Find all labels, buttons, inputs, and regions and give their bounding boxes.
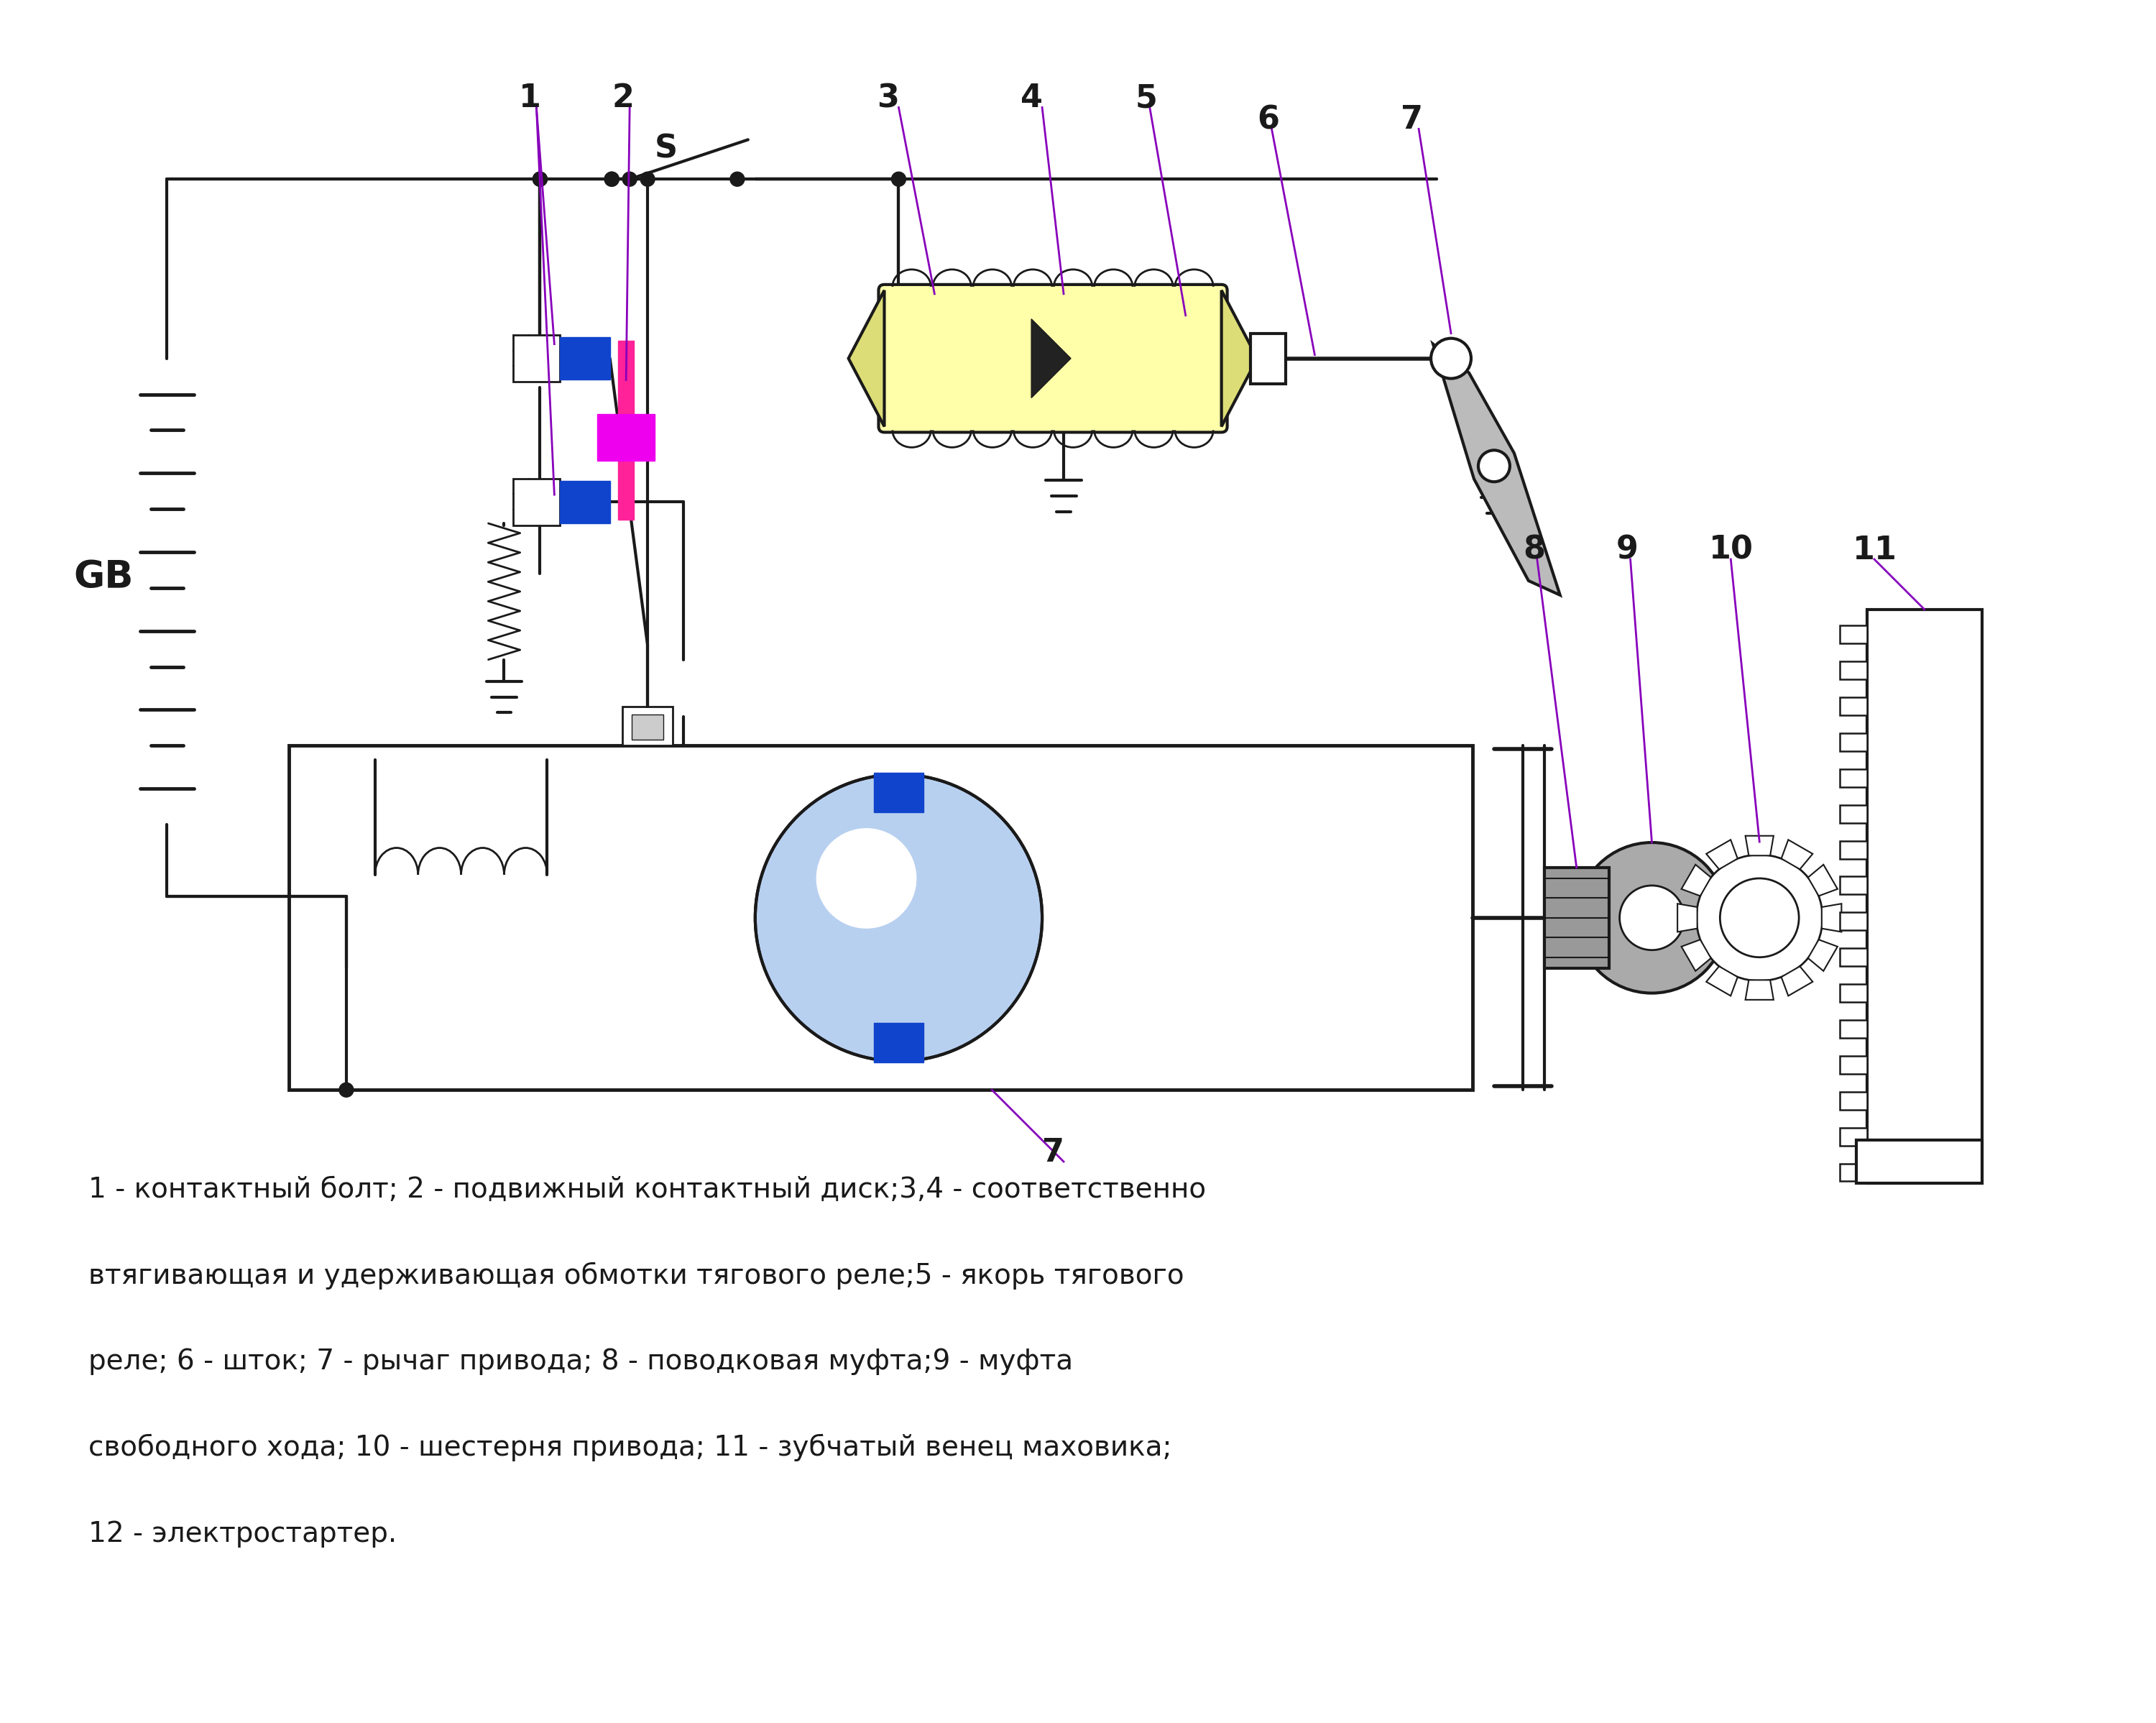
Polygon shape xyxy=(1705,967,1738,996)
Text: 7: 7 xyxy=(1401,105,1423,136)
Polygon shape xyxy=(1682,865,1712,896)
Bar xyxy=(873,774,923,812)
Polygon shape xyxy=(1434,345,1561,594)
Circle shape xyxy=(817,829,916,929)
Bar xyxy=(1839,948,1867,967)
Text: 1 - контактный болт; 2 - подвижный контактный диск;3,4 - соответственно: 1 - контактный болт; 2 - подвижный конта… xyxy=(88,1175,1205,1203)
Bar xyxy=(561,338,610,379)
Bar xyxy=(1839,625,1867,643)
Text: 5: 5 xyxy=(1136,83,1158,114)
Circle shape xyxy=(1432,338,1470,379)
Bar xyxy=(1839,1163,1867,1182)
Polygon shape xyxy=(1682,939,1712,972)
Text: 4: 4 xyxy=(1020,83,1044,114)
Bar xyxy=(632,715,664,739)
Text: 3: 3 xyxy=(877,83,899,114)
Circle shape xyxy=(604,172,619,186)
Bar xyxy=(1839,732,1867,751)
Bar xyxy=(561,481,610,524)
Circle shape xyxy=(731,172,744,186)
Polygon shape xyxy=(1705,839,1738,870)
Circle shape xyxy=(338,1082,354,1098)
Circle shape xyxy=(623,172,636,186)
Text: свободного хода; 10 - шестерня привода; 11 - зубчатый венец маховика;: свободного хода; 10 - шестерня привода; … xyxy=(88,1434,1171,1461)
Bar xyxy=(1839,913,1867,930)
Polygon shape xyxy=(1781,839,1813,870)
FancyBboxPatch shape xyxy=(880,284,1227,432)
Circle shape xyxy=(1576,843,1727,992)
Text: 12 - электростартер.: 12 - электростартер. xyxy=(88,1520,397,1547)
Bar xyxy=(1839,1020,1867,1037)
Polygon shape xyxy=(1809,865,1837,896)
Bar xyxy=(597,414,655,460)
Bar xyxy=(1839,662,1867,679)
Circle shape xyxy=(533,172,548,186)
Circle shape xyxy=(640,172,655,186)
Circle shape xyxy=(533,172,548,186)
Text: 6: 6 xyxy=(1257,105,1281,136)
Text: втягивающая и удерживающая обмотки тягового реле;5 - якорь тягового: втягивающая и удерживающая обмотки тягов… xyxy=(88,1261,1184,1289)
Circle shape xyxy=(604,172,619,186)
Bar xyxy=(1839,1056,1867,1073)
Bar xyxy=(873,1023,923,1063)
Circle shape xyxy=(1697,855,1822,980)
Bar xyxy=(1856,1141,1981,1184)
Polygon shape xyxy=(1746,836,1774,856)
Polygon shape xyxy=(849,289,884,427)
Bar xyxy=(513,479,561,526)
Bar xyxy=(1839,698,1867,715)
Bar xyxy=(1839,1127,1867,1146)
Circle shape xyxy=(890,172,906,186)
Polygon shape xyxy=(1809,939,1837,972)
Circle shape xyxy=(1720,879,1798,958)
Bar xyxy=(1839,841,1867,858)
Polygon shape xyxy=(1746,980,1774,999)
Polygon shape xyxy=(1031,319,1072,398)
Bar xyxy=(619,341,634,520)
Bar xyxy=(1839,768,1867,787)
Text: S: S xyxy=(655,133,677,164)
Bar xyxy=(1250,333,1285,384)
Text: 8: 8 xyxy=(1522,534,1546,565)
Polygon shape xyxy=(1822,903,1841,932)
Circle shape xyxy=(755,774,1041,1061)
Text: 2: 2 xyxy=(612,83,634,114)
Polygon shape xyxy=(1677,903,1697,932)
Text: 10: 10 xyxy=(1710,534,1753,565)
Circle shape xyxy=(1479,450,1509,482)
Bar xyxy=(623,706,673,746)
Bar xyxy=(1544,868,1608,968)
Text: 1: 1 xyxy=(517,83,541,114)
Bar xyxy=(513,334,561,383)
Text: GB: GB xyxy=(73,558,134,596)
Text: 9: 9 xyxy=(1617,534,1639,565)
Text: 11: 11 xyxy=(1852,534,1897,565)
Polygon shape xyxy=(1781,967,1813,996)
Text: реле; 6 - шток; 7 - рычаг привода; 8 - поводковая муфта;9 - муфта: реле; 6 - шток; 7 - рычаг привода; 8 - п… xyxy=(88,1347,1074,1375)
Bar xyxy=(1839,805,1867,824)
Text: 7: 7 xyxy=(1041,1137,1065,1168)
Bar xyxy=(1839,1092,1867,1110)
Bar xyxy=(1867,610,1981,1184)
Circle shape xyxy=(1619,886,1684,949)
Bar xyxy=(1839,877,1867,894)
Bar xyxy=(1839,984,1867,1003)
Bar xyxy=(289,746,1473,1091)
Polygon shape xyxy=(1222,289,1257,427)
